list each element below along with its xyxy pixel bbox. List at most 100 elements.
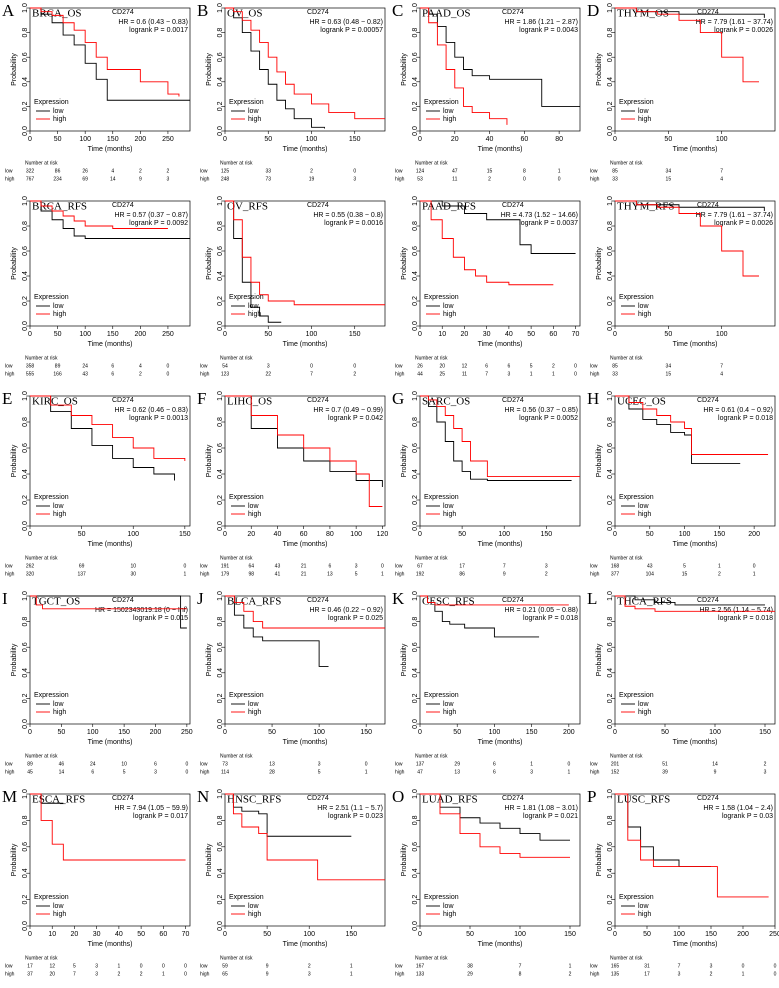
risk-count: 3 [507, 371, 510, 377]
x-tick-label: 70 [182, 931, 190, 938]
x-tick-label: 0 [28, 531, 32, 538]
legend-label: low [53, 903, 64, 910]
x-axis-label: Time (months) [283, 541, 328, 548]
risk-row-label: low [395, 563, 403, 569]
risk-count: 43 [82, 371, 88, 377]
risk-count: 3 [318, 761, 321, 767]
risk-row-label: low [395, 761, 403, 767]
legend-title: Expression [619, 894, 654, 901]
y-tick-label: 0.0 [217, 921, 224, 931]
legend-title: Expression [619, 494, 654, 501]
risk-count: 31 [644, 963, 650, 969]
y-tick-label: 1.0 [217, 391, 224, 401]
risk-row-label: high [395, 769, 405, 775]
y-tick-label: 0.8 [607, 417, 614, 427]
risk-row-label: high [395, 371, 405, 377]
logrank-p: logrank P = 0.0052 [519, 415, 578, 422]
y-tick-label: 0.0 [22, 719, 29, 729]
y-axis-label: Probability [11, 53, 18, 86]
x-tick-label: 60 [300, 531, 308, 538]
panel-title: BRCA_OS [32, 8, 82, 20]
panel-title: BLCA_RFS [227, 596, 281, 608]
y-tick-label: 0.2 [607, 101, 614, 111]
x-axis-label: Time (months) [88, 341, 133, 348]
risk-count: 9 [139, 176, 142, 182]
survival-curve [615, 595, 765, 606]
y-tick-label: 0.8 [412, 617, 419, 627]
legend-title: Expression [619, 692, 654, 699]
legend-title: Expression [229, 294, 264, 301]
x-axis-label: Time (months) [88, 941, 133, 948]
y-tick-label: 0.4 [607, 668, 614, 678]
x-tick-label: 0 [613, 331, 617, 338]
risk-count: 167 [416, 963, 425, 969]
legend-title: Expression [34, 99, 69, 106]
y-tick-label: 0.8 [607, 815, 614, 825]
risk-count: 137 [77, 571, 86, 577]
risk-count: 6 [111, 371, 114, 377]
risk-row-label: high [590, 769, 600, 775]
y-tick-label: 0.0 [607, 321, 614, 331]
risk-count: 1 [350, 971, 353, 977]
x-tick-label: 10 [438, 331, 446, 338]
logrank-p: logrank P = 0.0016 [324, 220, 383, 227]
x-tick-label: 50 [646, 531, 654, 538]
y-tick-label: 0.8 [22, 815, 29, 825]
y-tick-label: 0.4 [412, 271, 419, 281]
logrank-p: logrank P = 0.0092 [129, 220, 188, 227]
risk-count: 30 [130, 571, 136, 577]
hazard-ratio: HR = 0.63 (0.48 − 0.82) [309, 19, 383, 26]
hazard-ratio: HR = 7.79 (1.61 − 37.74) [696, 19, 773, 26]
risk-count: 1 [183, 571, 186, 577]
x-axis-label: Time (months) [283, 146, 328, 153]
x-tick-label: 0 [418, 136, 422, 143]
legend-label: high [443, 709, 456, 716]
legend-label: high [443, 911, 456, 918]
risk-row-label: high [590, 971, 600, 977]
panel-letter: C [392, 1, 403, 20]
x-axis-label: Time (months) [673, 146, 718, 153]
legend-label: high [53, 311, 66, 318]
legend-label: high [248, 709, 261, 716]
risk-count: 191 [221, 563, 230, 569]
gene-label: CD274 [112, 795, 134, 802]
x-tick-label: 200 [135, 136, 147, 143]
x-tick-label: 100 [313, 729, 325, 736]
risk-count: 24 [82, 363, 88, 369]
risk-count: 14 [712, 761, 718, 767]
risk-count: 22 [265, 371, 271, 377]
y-tick-label: 0.0 [217, 719, 224, 729]
x-tick-label: 50 [643, 931, 651, 938]
risk-count: 767 [26, 176, 35, 182]
y-tick-label: 0.4 [412, 668, 419, 678]
risk-count: 0 [140, 963, 143, 969]
y-axis-label: Probability [206, 643, 213, 676]
risk-count: 11 [462, 371, 467, 377]
logrank-p: logrank P = 0.00057 [320, 27, 383, 34]
y-tick-label: 0.4 [22, 469, 29, 479]
survival-curve [420, 7, 580, 107]
risk-count: 0 [167, 363, 170, 369]
y-axis-label: Probability [596, 53, 603, 86]
legend-label: high [443, 116, 456, 123]
y-tick-label: 0.2 [22, 296, 29, 306]
y-tick-label: 0.2 [607, 895, 614, 905]
risk-count: 15 [487, 168, 493, 174]
risk-count: 0 [574, 371, 577, 377]
gene-label: CD274 [697, 9, 719, 16]
x-axis-label: Time (months) [673, 941, 718, 948]
risk-count: 3 [267, 363, 270, 369]
risk-count: 64 [248, 563, 254, 569]
risk-title: Number at risk [220, 955, 253, 961]
gene-label: CD274 [697, 202, 719, 209]
risk-count: 24 [90, 761, 96, 767]
x-tick-label: 20 [461, 331, 469, 338]
risk-count: 34 [666, 168, 672, 174]
logrank-p: logrank P = 0.018 [523, 615, 578, 622]
survival-curve [30, 595, 187, 629]
legend-title: Expression [619, 99, 654, 106]
y-tick-label: 0.4 [22, 668, 29, 678]
risk-count: 248 [221, 176, 230, 182]
risk-count: 1 [530, 761, 533, 767]
x-tick-label: 0 [223, 331, 227, 338]
